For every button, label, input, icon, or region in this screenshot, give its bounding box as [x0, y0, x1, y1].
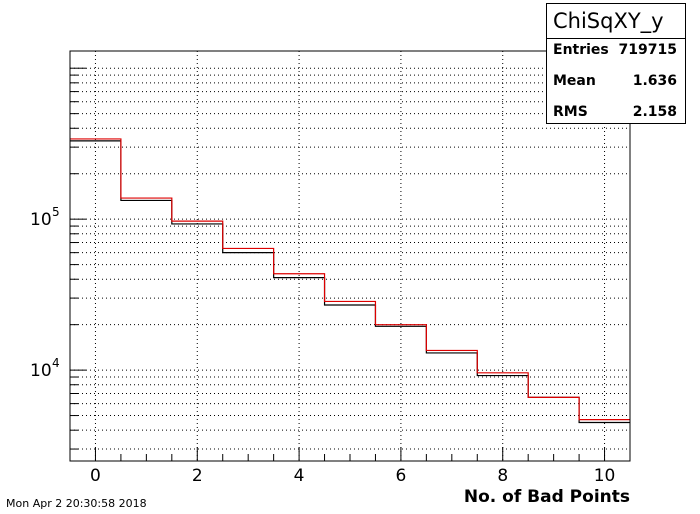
stat-entries-label: Entries — [553, 42, 609, 58]
x-tick-label: 8 — [497, 466, 508, 486]
x-tick-label: 6 — [395, 466, 406, 486]
histogram-line-series-2 — [70, 138, 630, 421]
x-tick-label: 2 — [192, 466, 203, 486]
grid-lines — [70, 51, 630, 461]
stat-rms-label: RMS — [553, 104, 588, 120]
axis-ticks — [70, 67, 631, 461]
stat-entries-value: 719715 — [618, 42, 677, 58]
histogram-series — [70, 138, 630, 424]
y-tick-label: 10 — [30, 210, 52, 230]
y-tick-label-exponent: 4 — [52, 356, 60, 370]
stats-title: ChiSqXY_y — [547, 4, 685, 39]
x-tick-label: 4 — [294, 466, 305, 486]
x-tick-label: 10 — [594, 466, 616, 486]
timestamp: Mon Apr 2 20:30:58 2018 — [6, 497, 147, 510]
histogram-line-series-1 — [70, 140, 630, 424]
x-axis-label: No. of Bad Points — [464, 487, 630, 507]
y-tick-label: 10 — [30, 361, 52, 381]
stat-mean-label: Mean — [553, 73, 596, 89]
stat-mean-value: 1.636 — [632, 73, 677, 89]
stat-rms-value: 2.158 — [632, 104, 677, 120]
y-tick-label-exponent: 5 — [52, 205, 60, 219]
x-tick-label: 0 — [90, 466, 101, 486]
stats-box: ChiSqXY_y Entries 719715 Mean 1.636 RMS … — [546, 3, 686, 124]
